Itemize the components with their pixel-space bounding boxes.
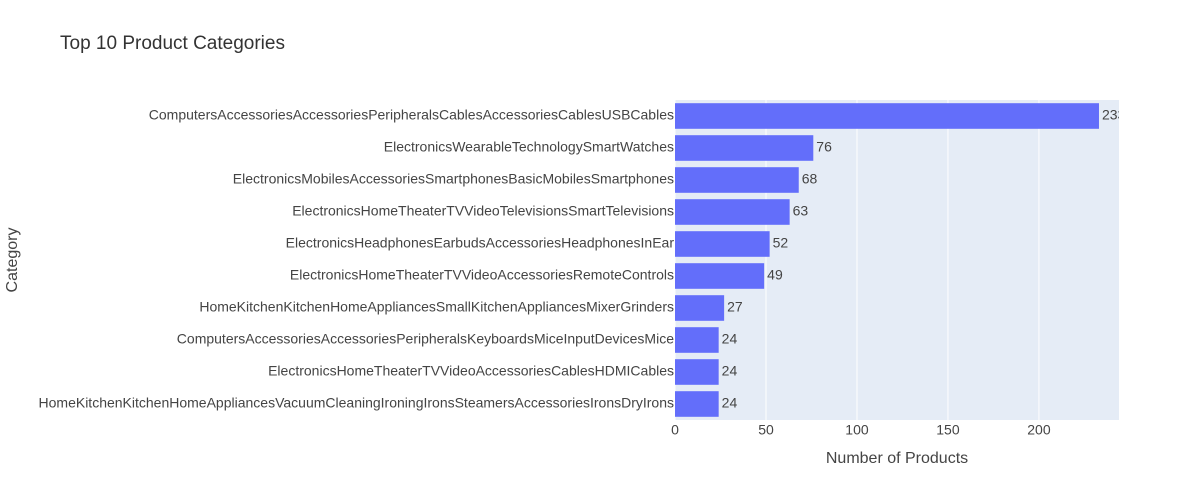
- x-tick-label: 200: [1027, 422, 1051, 438]
- x-tick-label: 150: [936, 422, 960, 438]
- x-axis-title: Number of Products: [826, 450, 968, 467]
- bar: [675, 391, 719, 417]
- data-label: 24: [722, 331, 738, 347]
- y-axis-title: Category: [4, 228, 21, 293]
- y-tick-label: ElectronicsHomeTheaterTVVideoAccessories…: [290, 267, 674, 283]
- x-tick-label: 100: [845, 422, 869, 438]
- data-label: 24: [722, 395, 738, 411]
- bar: [675, 135, 814, 161]
- bar: [675, 359, 719, 385]
- bar: [675, 327, 719, 353]
- data-label: 27: [727, 299, 743, 315]
- y-tick-label: ElectronicsWearableTechnologySmartWatche…: [384, 139, 674, 155]
- y-tick-label: ElectronicsHomeTheaterTVVideoTelevisions…: [292, 203, 674, 219]
- y-tick-label: ComputersAccessoriesAccessoriesPeriphera…: [177, 331, 674, 347]
- y-tick-label: ElectronicsHeadphonesEarbudsAccessoriesH…: [286, 235, 675, 251]
- x-tick-label: 50: [758, 422, 774, 438]
- data-label: 49: [767, 267, 783, 283]
- data-label: 68: [802, 171, 818, 187]
- data-label: 76: [816, 139, 832, 155]
- bar: [675, 263, 765, 289]
- bar: [675, 199, 790, 225]
- data-label: 63: [793, 203, 809, 219]
- data-label: 52: [773, 235, 789, 251]
- y-tick-label: HomeKitchenKitchenHomeAppliancesSmallKit…: [199, 299, 674, 315]
- y-tick-label: ElectronicsMobilesAccessoriesSmartphones…: [233, 171, 674, 187]
- bar: [675, 295, 725, 321]
- bar: [675, 103, 1099, 129]
- chart-title: Top 10 Product Categories: [60, 33, 285, 54]
- y-tick-label: ElectronicsHomeTheaterTVVideoAccessories…: [268, 363, 674, 379]
- data-label: 233: [1102, 107, 1126, 123]
- bar: [675, 231, 770, 257]
- y-tick-label: HomeKitchenKitchenHomeAppliancesVacuumCl…: [39, 395, 674, 411]
- bar: [675, 167, 799, 193]
- data-label: 24: [722, 363, 738, 379]
- y-tick-label: ComputersAccessoriesAccessoriesPeriphera…: [149, 107, 674, 123]
- x-tick-label: 0: [671, 422, 679, 438]
